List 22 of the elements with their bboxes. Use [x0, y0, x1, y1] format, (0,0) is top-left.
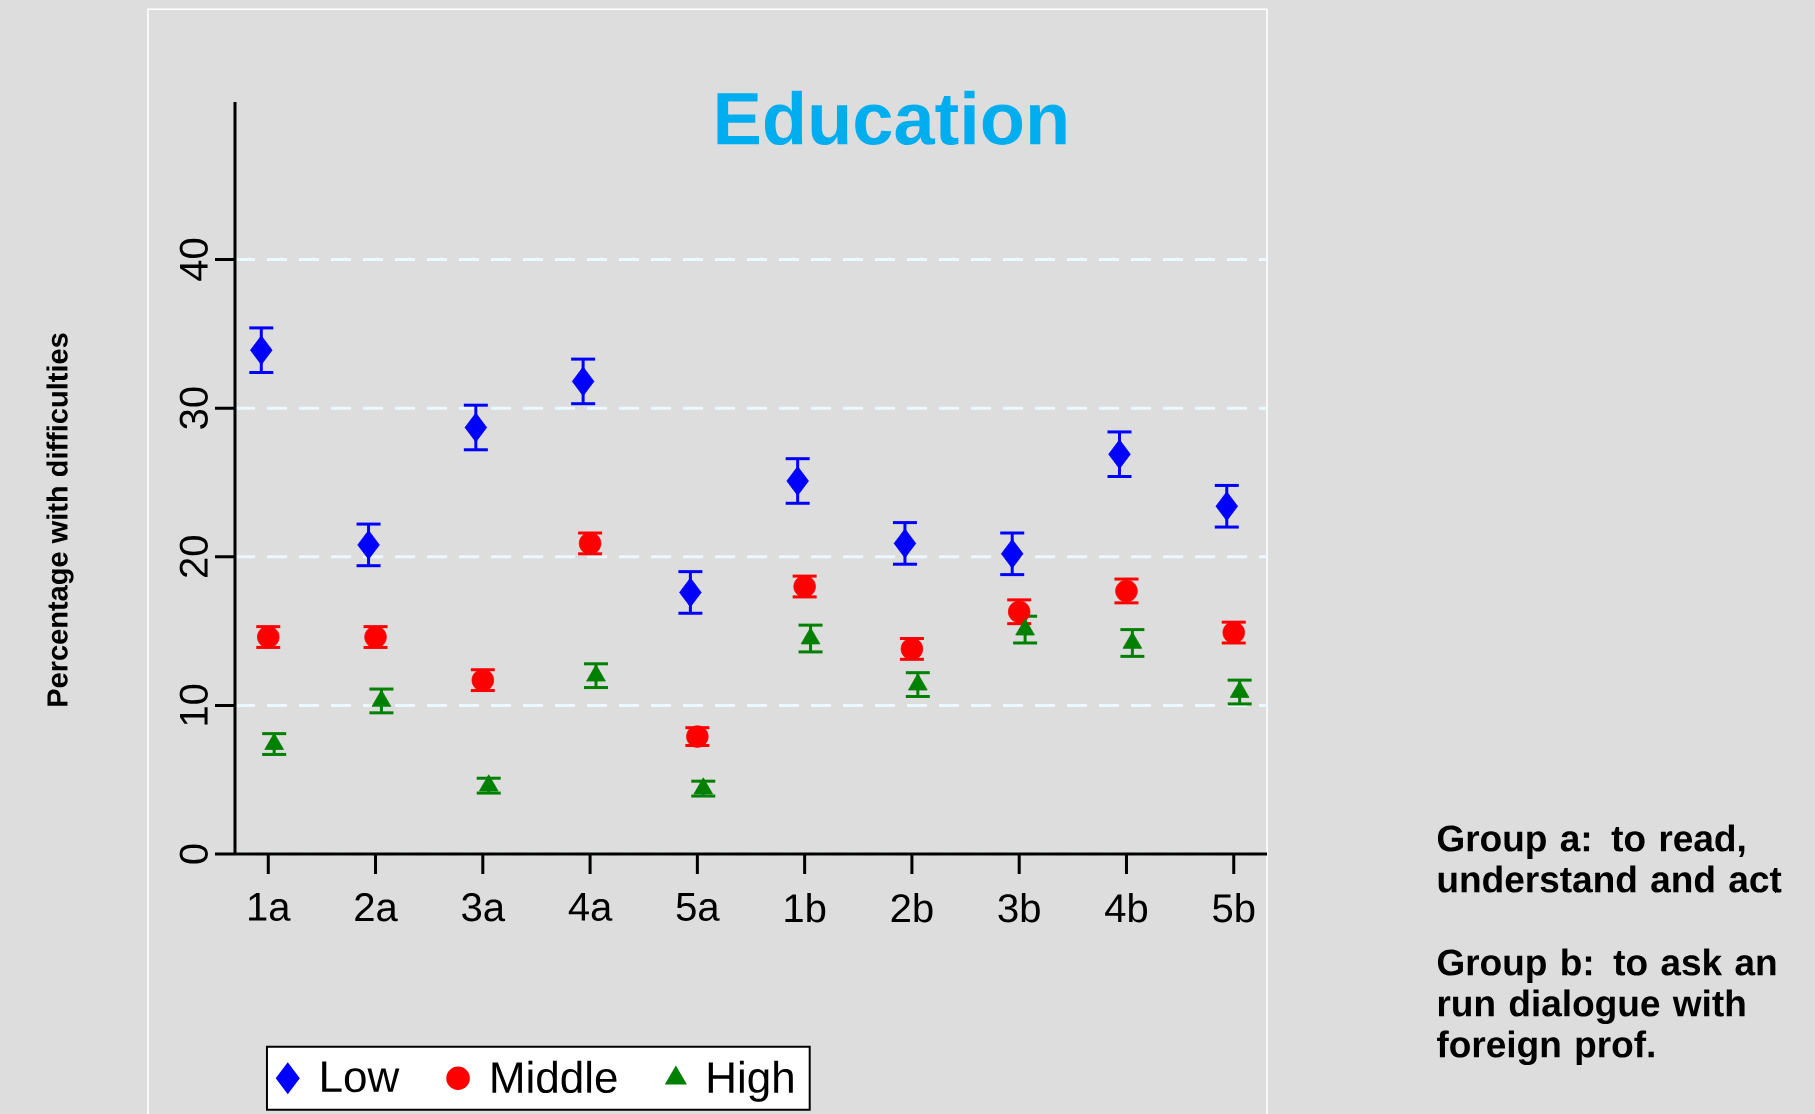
y-tick-label: 10: [179, 684, 208, 725]
x-tick-label: 3a: [462, 893, 506, 922]
x-tick-label: 4a: [568, 893, 613, 921]
y-axis-title: Percentage with difficulties: [46, 333, 74, 706]
chart-title: Education: [717, 90, 1066, 145]
text: Group a: to read, understand and act: [1437, 824, 1782, 893]
text: Group b: to ask an run dialogue with foreign prof.: [1437, 948, 1776, 1066]
x-tick-label: 5a: [676, 893, 720, 921]
x-tick-label: 4b: [1105, 893, 1148, 923]
y-tick-label: 0: [179, 844, 208, 864]
x-tick-label: 2a: [355, 893, 398, 922]
y-tick-label: 20: [179, 536, 208, 578]
x-tick-label: 2b: [891, 893, 933, 923]
x-tick-label: 1b: [785, 893, 826, 923]
y-tick-label: 30: [179, 387, 208, 429]
x-tick-label: 3b: [998, 893, 1040, 923]
y-tick-label: 40: [179, 238, 208, 281]
legend-label: Low: [322, 1061, 400, 1093]
legend-label: Middle: [492, 1060, 617, 1094]
x-tick-label: 1a: [249, 893, 291, 921]
x-tick-label: 5b: [1213, 893, 1255, 923]
legend-label: High: [708, 1060, 793, 1102]
